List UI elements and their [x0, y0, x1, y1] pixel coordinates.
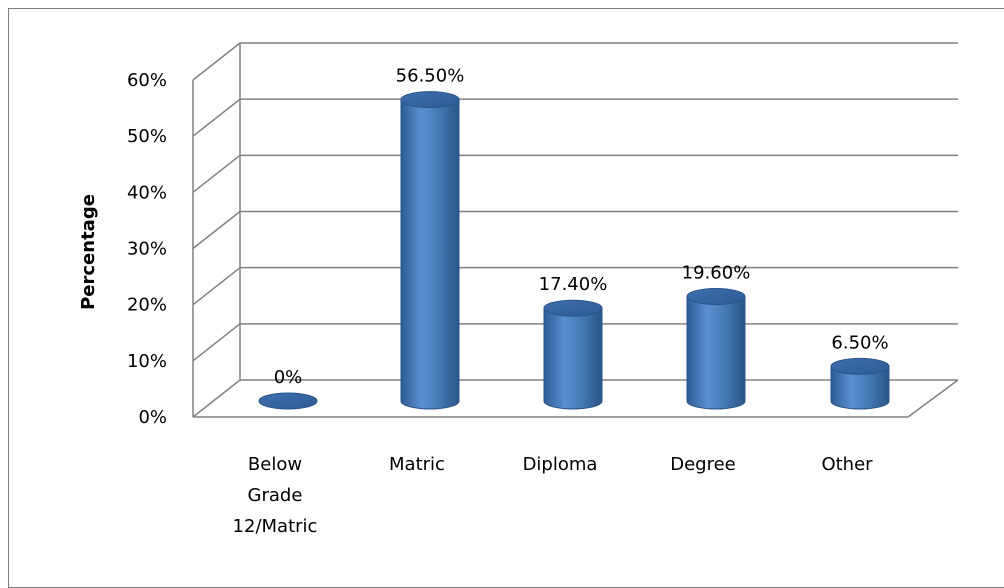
- data-label: 56.50%: [396, 66, 465, 87]
- category-label: Below: [248, 454, 302, 475]
- bar-top: [543, 299, 603, 317]
- bar: [830, 357, 890, 410]
- bar-body: [400, 99, 460, 410]
- bar-body: [543, 307, 603, 410]
- bar: [543, 299, 603, 410]
- y-tick-label: 0%: [138, 407, 167, 428]
- category-label: Other: [821, 454, 873, 475]
- y-tick-label: 50%: [127, 126, 167, 147]
- bar-body: [830, 365, 890, 410]
- bar: [400, 91, 460, 410]
- side-wall-line: [192, 323, 241, 362]
- category-label: Matric: [389, 454, 445, 475]
- bar: [258, 392, 318, 410]
- bars: [258, 91, 890, 410]
- y-tick-label: 20%: [127, 295, 167, 316]
- side-wall-line: [192, 267, 241, 306]
- y-tick-label: 10%: [127, 351, 167, 372]
- bar-top: [258, 392, 318, 410]
- data-label: 17.40%: [539, 274, 608, 295]
- y-tick-label: 30%: [127, 239, 167, 260]
- data-label: 6.50%: [831, 332, 888, 353]
- floor-right-edge: [907, 379, 959, 418]
- y-tick-label: 40%: [127, 182, 167, 203]
- bar-chart: 0% 10% 20% 30% 40% 50% 60% 0% 56.50% 17.40% 19.60…: [78, 42, 959, 537]
- y-axis-ticks: 0% 10% 20% 30% 40% 50% 60%: [127, 70, 167, 428]
- data-label: 19.60%: [682, 262, 751, 283]
- data-labels: 0% 56.50% 17.40% 19.60% 6.50%: [274, 66, 889, 388]
- x-axis-categories: Below Grade 12/Matric Matric Diploma Degree Ot…: [233, 454, 874, 537]
- y-tick-label: 60%: [127, 70, 167, 91]
- side-wall-line: [192, 379, 241, 418]
- data-label: 0%: [274, 367, 303, 388]
- side-wall-line: [192, 98, 241, 137]
- side-wall-line: [192, 210, 241, 250]
- category-label: Diploma: [523, 454, 598, 475]
- bar-body: [686, 295, 746, 410]
- y-axis-title: Percentage: [78, 194, 99, 310]
- bar: [686, 287, 746, 410]
- bar-top: [686, 287, 746, 305]
- side-wall-line: [192, 42, 241, 81]
- side-wall-line: [192, 154, 241, 193]
- bar-top: [830, 357, 890, 375]
- category-label: Grade: [248, 485, 303, 506]
- category-label: 12/Matric: [233, 516, 318, 537]
- bar-top: [400, 91, 460, 109]
- category-label: Degree: [670, 454, 736, 475]
